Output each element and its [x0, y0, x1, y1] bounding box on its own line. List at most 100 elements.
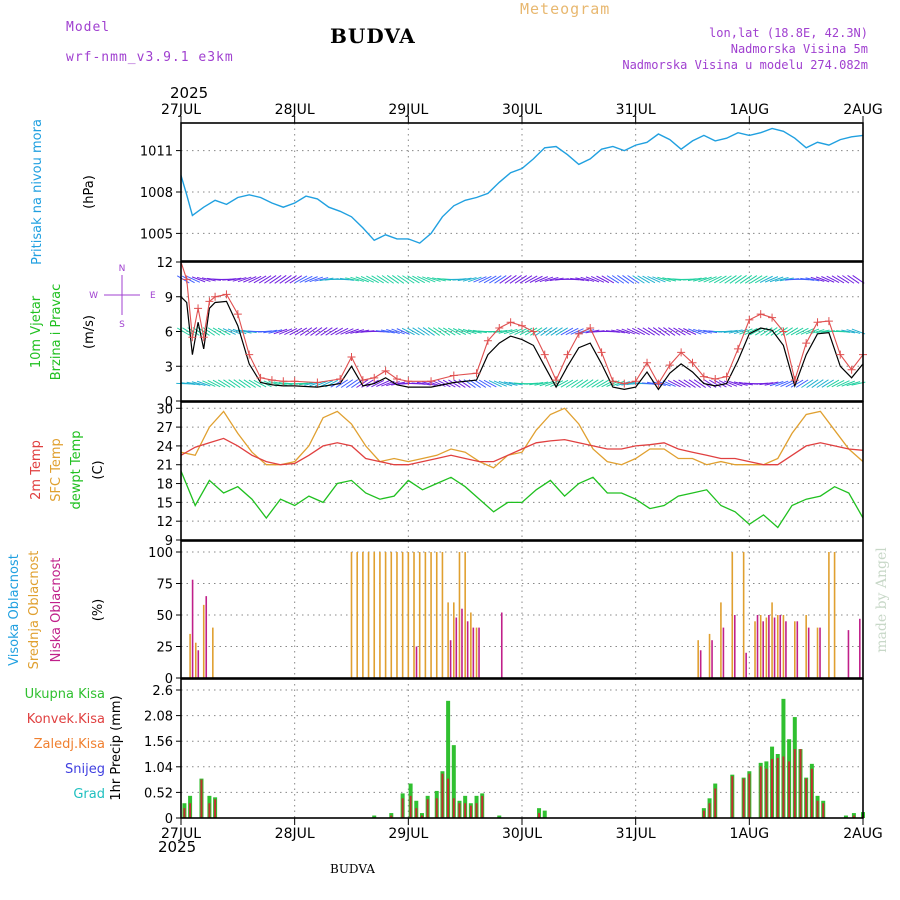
wind-barb: [253, 275, 267, 284]
top-xtick-label: 27JUL: [161, 102, 201, 118]
top-xtick-label: 1AUG: [730, 102, 770, 118]
wind-barb: [421, 381, 436, 387]
temperature-ytick-label: 24: [156, 440, 173, 455]
wind-barb: [462, 328, 477, 335]
sfc-temp-title: SFC Temp: [49, 438, 64, 502]
wind-barb: [320, 327, 333, 336]
wind-barb: [514, 328, 528, 335]
wind-gust-marker: [222, 290, 231, 299]
wind-barb: [550, 327, 563, 336]
total-precip-bar: [497, 815, 502, 818]
wind-barb: [396, 328, 410, 335]
wind-barb: [417, 275, 431, 283]
text-layer: 1005100810110369129121518212427300255075…: [7, 102, 890, 842]
year-bottom: 2025: [158, 838, 197, 856]
bottom-xtick-label: 2AUG: [843, 826, 883, 842]
wind-barb: [591, 276, 605, 283]
wind-barb: [437, 327, 451, 336]
temperature-ytick-label: 30: [156, 402, 173, 417]
clouds-ytick-label: 25: [156, 641, 173, 656]
wind-barb: [815, 276, 830, 283]
wind-barb: [780, 380, 794, 388]
wind-barb: [207, 327, 221, 336]
wind-barb: [319, 277, 334, 282]
wind-gust-marker: [813, 318, 822, 327]
wind-barb: [733, 381, 748, 386]
wind-barb: [243, 276, 257, 283]
wind-barb: [581, 379, 594, 388]
wind-barb: [468, 276, 482, 283]
wind-barb: [744, 328, 758, 335]
wind-barb: [724, 275, 737, 284]
wind-gust-marker: [631, 377, 640, 386]
temp-2m-title: 2m Temp: [29, 440, 44, 500]
wind-barb: [233, 379, 246, 388]
wind-barb: [790, 327, 804, 336]
wind-barb: [652, 327, 666, 336]
conv-precip-bar: [816, 800, 819, 818]
wind-barb: [539, 381, 554, 387]
conv-precip-bar: [702, 810, 705, 818]
wind-barb: [678, 379, 691, 388]
wind-barb: [637, 275, 650, 284]
conv-precip-bar: [458, 803, 461, 818]
conv-precip-bar: [409, 795, 412, 818]
wind-barb: [284, 328, 298, 335]
wind-barb: [759, 275, 773, 283]
conv-precip-bar: [401, 798, 404, 818]
temperature-ytick-label: 15: [156, 496, 173, 511]
wind-barb: [637, 327, 650, 336]
wind-gust-marker: [563, 350, 572, 359]
wind-barb: [662, 380, 676, 387]
wind-gust-marker: [768, 313, 777, 322]
wind-barb: [795, 327, 809, 336]
wind-barb: [529, 382, 544, 386]
wind-barb: [815, 329, 830, 334]
temperature-ytick-label: 9: [165, 534, 173, 549]
wind-barb: [831, 379, 845, 388]
conv-precip-bar: [771, 758, 774, 818]
grid-layer: [181, 123, 863, 819]
wind-gust-marker: [336, 374, 345, 383]
precip-ytick-label: 2.6: [152, 684, 173, 699]
wind-barb: [647, 275, 661, 283]
model-label: Model: [66, 20, 111, 35]
wind-barb: [570, 328, 584, 335]
wind-barb: [217, 379, 231, 388]
wind-ytick-label: 6: [165, 326, 173, 341]
wind-barb: [708, 379, 722, 388]
wind-barb: [770, 327, 783, 336]
meteogram-title: Meteogram: [520, 0, 611, 18]
wind-barb: [509, 328, 523, 335]
wind-barb: [698, 276, 712, 283]
wind-barb: [478, 275, 492, 283]
wind-barb: [565, 327, 579, 336]
wind-barb: [703, 276, 717, 283]
wind-barb: [335, 379, 349, 388]
wind-barb: [774, 277, 789, 282]
precip-legend-title3: Zaledj.Kisa: [34, 737, 105, 752]
wind-barb: [713, 379, 727, 388]
wind-barb: [585, 276, 600, 283]
conv-precip-bar: [822, 803, 825, 818]
wind-barb: [749, 275, 763, 284]
wind-barb: [407, 327, 420, 336]
data-layer: [104, 127, 867, 818]
wind-barb: [806, 379, 819, 388]
precip-legend-title: Ukupna Kisa: [25, 687, 105, 702]
wind-title: 10m Vjetar: [29, 295, 44, 368]
wind-barb: [605, 330, 620, 333]
wind-barb: [273, 381, 288, 386]
conv-precip-bar: [748, 773, 751, 818]
clouds-frame: [180, 540, 864, 679]
wind-gust-marker: [608, 377, 617, 386]
wind-ytick-label: 3: [165, 360, 173, 375]
pressure-line: [180, 127, 864, 244]
wind-barb: [841, 380, 855, 387]
wind-barb: [519, 275, 533, 284]
conv-precip-bar: [742, 778, 745, 818]
bottom-xtick-label: 1AUG: [730, 826, 770, 842]
wind-barb: [668, 327, 681, 336]
bottom-xtick-label: 31JUL: [616, 826, 656, 842]
